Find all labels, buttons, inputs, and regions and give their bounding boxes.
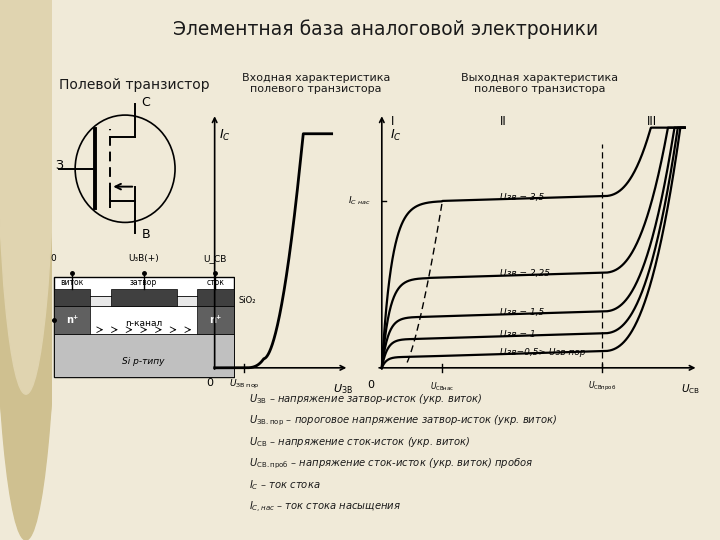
- Text: $U_{\rm СВ}$ – напряжение сток-исток (укр. виток): $U_{\rm СВ}$ – напряжение сток-исток (ук…: [249, 435, 471, 449]
- Text: $I_C$: $I_C$: [220, 127, 231, 143]
- Text: $I_C$: $I_C$: [390, 127, 402, 143]
- Text: Элементная база аналоговой электроники: Элементная база аналоговой электроники: [174, 19, 598, 38]
- Text: III: III: [647, 114, 657, 127]
- Circle shape: [0, 0, 65, 502]
- Text: U₃В(+): U₃В(+): [128, 254, 159, 262]
- Text: II: II: [500, 114, 506, 127]
- FancyBboxPatch shape: [197, 289, 233, 306]
- Text: затвор: затвор: [130, 278, 157, 287]
- Text: $U_{\rm СВ}$: $U_{\rm СВ}$: [680, 382, 700, 396]
- Text: $I_{C,нас}$ – ток стока насыщения: $I_{C,нас}$ – ток стока насыщения: [249, 500, 401, 515]
- FancyBboxPatch shape: [111, 289, 176, 306]
- Text: $I_C$ – ток стока: $I_C$ – ток стока: [249, 478, 320, 492]
- Circle shape: [0, 0, 57, 540]
- FancyBboxPatch shape: [54, 289, 91, 306]
- Text: $I_{C\ нас}$: $I_{C\ нас}$: [348, 194, 371, 207]
- Text: Si p-типу: Si p-типу: [122, 356, 165, 366]
- FancyBboxPatch shape: [54, 277, 233, 377]
- Text: n⁺: n⁺: [209, 315, 221, 325]
- FancyBboxPatch shape: [197, 306, 233, 334]
- Text: виток: виток: [60, 278, 84, 287]
- Text: n⁺: n⁺: [66, 315, 78, 325]
- Circle shape: [0, 0, 55, 394]
- Text: Uзв = 1: Uзв = 1: [500, 330, 536, 339]
- Text: Uзв = 2,25: Uзв = 2,25: [500, 269, 550, 278]
- Text: Uзв = 1,5: Uзв = 1,5: [500, 308, 544, 317]
- Text: Выходная характеристика
полевого транзистора: Выходная характеристика полевого транзис…: [461, 73, 618, 94]
- Text: В: В: [142, 228, 150, 241]
- Text: SiO₂: SiO₂: [238, 296, 256, 305]
- Text: Uзв=0,5> Uзв пор: Uзв=0,5> Uзв пор: [500, 348, 585, 356]
- Text: Входная характеристика
полевого транзистора: Входная характеристика полевого транзист…: [242, 73, 390, 94]
- Text: $U_{\rm СВ.проб}$ – напряжение сток-исток (укр. виток) пробоя: $U_{\rm СВ.проб}$ – напряжение сток-исто…: [249, 456, 534, 471]
- Text: С: С: [142, 97, 150, 110]
- Text: Uзв = 3,5: Uзв = 3,5: [500, 193, 544, 201]
- Text: $U_{\rm ЗВ.пор}$ – пороговое напряжение затвор-исток (укр. виток): $U_{\rm ЗВ.пор}$ – пороговое напряжение …: [249, 413, 557, 428]
- Text: $U_{\rm ЗВ}$ – напряжение затвор-исток (укр. виток): $U_{\rm ЗВ}$ – напряжение затвор-исток (…: [249, 392, 482, 406]
- Text: $U_{\rm ЗВ}$: $U_{\rm ЗВ}$: [333, 382, 354, 396]
- Text: $U_{\rm ЗВ\ пор}$: $U_{\rm ЗВ\ пор}$: [228, 378, 259, 391]
- FancyBboxPatch shape: [54, 306, 91, 334]
- Text: 0: 0: [207, 378, 213, 388]
- FancyBboxPatch shape: [54, 296, 233, 306]
- Text: сток: сток: [206, 278, 224, 287]
- Text: U_СВ: U_СВ: [204, 254, 227, 262]
- Text: З: З: [55, 159, 63, 172]
- Text: 0: 0: [367, 380, 374, 390]
- Text: Полевой транзистор: Полевой транзистор: [58, 78, 209, 92]
- Text: 0: 0: [51, 254, 57, 262]
- Text: n-канал: n-канал: [125, 319, 162, 328]
- FancyBboxPatch shape: [54, 334, 233, 377]
- Text: $U_{\rm СВ проб}$: $U_{\rm СВ проб}$: [588, 380, 616, 393]
- Text: I: I: [391, 114, 395, 127]
- Text: $U_{\rm СВ нас}$: $U_{\rm СВ нас}$: [431, 380, 454, 393]
